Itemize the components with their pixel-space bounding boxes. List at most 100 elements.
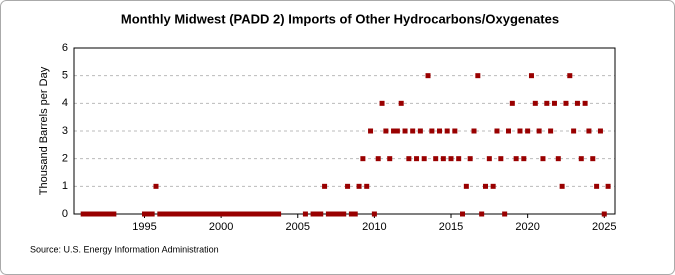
point [245,211,251,217]
point [253,211,259,217]
point [368,128,374,134]
point [84,211,90,217]
x-tick-label: 2005 [286,221,310,233]
y-tick-label: 2 [62,153,68,165]
point [555,156,561,162]
point [563,100,569,106]
point [582,100,588,106]
point [199,211,205,217]
point [302,211,308,217]
point [379,100,385,106]
point [92,211,98,217]
point [348,211,354,217]
point [601,211,607,217]
point [590,156,596,162]
point [429,128,435,134]
point [479,211,485,217]
point [314,211,320,217]
point [471,128,477,134]
point [410,128,416,134]
point [364,183,370,189]
point [210,211,216,217]
point [168,211,174,217]
point [567,73,573,79]
point [505,128,511,134]
point [391,128,397,134]
point [586,128,592,134]
point [532,100,538,106]
point [325,211,331,217]
y-tick-label: 5 [62,70,68,82]
point [333,211,339,217]
point [551,100,557,106]
point [153,183,159,189]
source: Source: U.S. Energy Information Administ… [30,244,219,254]
point [387,156,393,162]
point [107,211,113,217]
point [525,128,531,134]
point [191,211,197,217]
point [486,156,492,162]
y-tick-label: 1 [62,180,68,192]
x-tick-label: 2000 [209,221,233,233]
chart-title: Monthly Midwest (PADD 2) Imports of Othe… [121,11,559,26]
point [425,73,431,79]
point [463,183,469,189]
point [329,211,335,217]
point [383,128,389,134]
point [417,128,423,134]
point [502,211,508,217]
point [406,156,412,162]
point [99,211,105,217]
point [180,211,186,217]
point [218,211,224,217]
point [103,211,109,217]
point [157,211,163,217]
point [203,211,209,217]
point [433,156,439,162]
point [528,73,534,79]
point [88,211,94,217]
x-tick-label: 2010 [362,221,386,233]
y-tick-label: 3 [62,125,68,137]
point [276,211,282,217]
point [345,183,351,189]
point [356,183,362,189]
x-tick-label: 2025 [592,221,616,233]
point [230,211,236,217]
point [318,211,324,217]
point [559,183,565,189]
point [594,183,600,189]
point [322,183,328,189]
point [233,211,239,217]
point [226,211,232,217]
point [437,128,443,134]
point [207,211,213,217]
point [571,128,577,134]
y-tick-label: 6 [62,42,68,54]
point [490,183,496,189]
point [111,211,117,217]
point [421,156,427,162]
point [444,128,450,134]
point [536,128,542,134]
point [149,211,155,217]
point [597,128,603,134]
point [394,128,400,134]
x-tick-label: 2015 [439,221,463,233]
point [237,211,243,217]
point [509,100,515,106]
point [272,211,278,217]
y-tick-label: 0 [62,208,68,220]
point [176,211,182,217]
point [184,211,190,217]
point [513,156,519,162]
point [161,211,167,217]
point [264,211,270,217]
point [195,211,201,217]
point [456,156,462,162]
point [375,156,381,162]
point [540,156,546,162]
point [260,211,266,217]
